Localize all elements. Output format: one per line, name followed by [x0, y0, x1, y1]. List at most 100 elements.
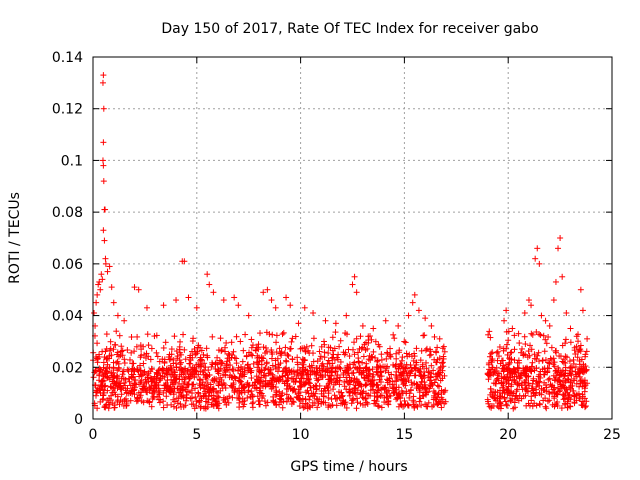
y-axis-label: ROTI / TECUs	[7, 192, 23, 284]
data-point	[393, 368, 400, 375]
data-point	[188, 395, 195, 402]
data-point	[557, 368, 564, 375]
data-point	[485, 360, 492, 367]
data-point	[100, 105, 107, 112]
data-point	[266, 331, 273, 338]
y-tick-label: 0.12	[52, 102, 83, 118]
data-point	[438, 404, 445, 411]
data-point	[500, 375, 507, 382]
x-tick-label: 10	[292, 427, 310, 443]
data-point	[180, 331, 187, 338]
data-point	[267, 366, 274, 373]
data-point	[184, 367, 191, 374]
data-point	[202, 374, 209, 381]
data-point	[528, 302, 535, 309]
data-point	[548, 344, 555, 351]
data-point	[95, 281, 102, 288]
data-point	[329, 347, 336, 354]
data-point	[433, 349, 440, 356]
data-point	[546, 390, 553, 397]
data-point	[427, 346, 434, 353]
data-point	[423, 365, 430, 372]
data-point	[186, 360, 193, 367]
data-point	[530, 377, 537, 384]
data-point	[235, 389, 242, 396]
data-point	[312, 390, 319, 397]
y-tick-label: 0.1	[61, 153, 83, 169]
data-point	[516, 340, 523, 347]
data-point	[285, 395, 292, 402]
data-point	[535, 349, 542, 356]
x-tick-label: 15	[395, 427, 413, 443]
data-point	[226, 354, 233, 361]
data-point	[314, 358, 321, 365]
data-point	[521, 309, 528, 316]
data-point	[341, 383, 348, 390]
data-point	[407, 387, 414, 394]
data-point	[567, 325, 574, 332]
data-point	[205, 383, 212, 390]
y-tick-label: 0.02	[52, 360, 83, 376]
data-point	[566, 365, 573, 372]
data-point	[378, 392, 385, 399]
data-point	[283, 294, 290, 301]
data-point	[318, 343, 325, 350]
data-point	[503, 345, 510, 352]
data-point	[257, 378, 264, 385]
data-point	[120, 368, 127, 375]
data-point	[492, 380, 499, 387]
data-point	[353, 289, 360, 296]
data-point	[528, 346, 535, 353]
data-point	[134, 333, 141, 340]
data-point	[276, 388, 283, 395]
data-point	[440, 355, 447, 362]
data-point	[318, 367, 325, 374]
data-point	[268, 297, 275, 304]
data-point	[209, 386, 216, 393]
data-point	[385, 369, 392, 376]
data-point	[121, 356, 128, 363]
data-point	[256, 368, 263, 375]
data-point	[176, 357, 183, 364]
data-point	[248, 375, 255, 382]
data-point	[529, 331, 536, 338]
data-point	[510, 390, 517, 397]
data-point	[405, 377, 412, 384]
data-point	[129, 387, 136, 394]
data-point	[495, 353, 502, 360]
data-point	[302, 400, 309, 407]
data-point	[235, 302, 242, 309]
data-point	[422, 315, 429, 322]
data-point	[562, 353, 569, 360]
data-point	[296, 395, 303, 402]
data-point	[325, 404, 332, 411]
data-point	[194, 344, 201, 351]
data-point	[576, 361, 583, 368]
data-point	[269, 371, 276, 378]
data-point	[504, 341, 511, 348]
data-point	[126, 356, 133, 363]
data-point	[536, 260, 543, 267]
data-point	[96, 351, 103, 358]
data-point	[249, 400, 256, 407]
data-point	[255, 398, 262, 405]
data-point	[491, 392, 498, 399]
data-point	[430, 367, 437, 374]
data-point	[258, 361, 265, 368]
data-point	[135, 286, 142, 293]
data-point	[256, 368, 263, 375]
data-point	[329, 334, 336, 341]
data-point	[209, 377, 216, 384]
data-point	[237, 378, 244, 385]
data-point	[106, 355, 113, 362]
data-point	[542, 403, 549, 410]
data-point	[281, 350, 288, 357]
data-point	[268, 355, 275, 362]
data-point	[569, 387, 576, 394]
data-point	[160, 404, 167, 411]
data-point	[262, 344, 269, 351]
data-point	[210, 289, 217, 296]
data-point	[260, 383, 267, 390]
data-point	[435, 390, 442, 397]
data-point	[167, 387, 174, 394]
